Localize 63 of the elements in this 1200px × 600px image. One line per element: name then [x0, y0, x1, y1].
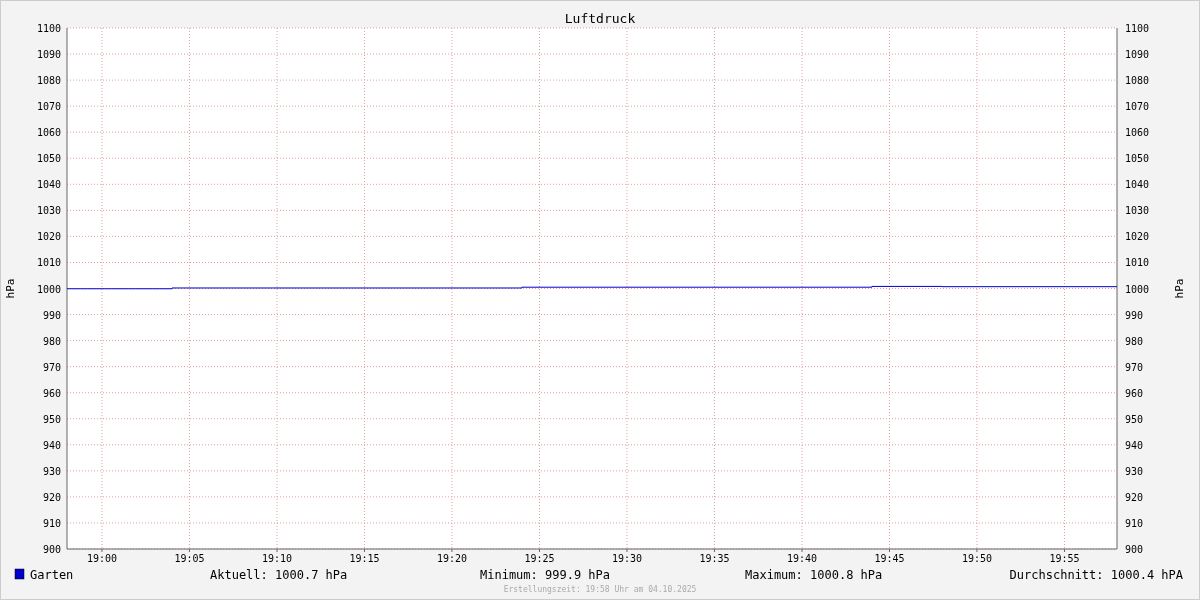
x-tick-label: 19:00: [86, 553, 118, 564]
x-tick-label: 19:35: [699, 553, 730, 564]
y-axis-title: hPa: [4, 278, 17, 299]
y-tick-label: 980: [42, 335, 61, 347]
chart-title: Luftdruck: [564, 11, 636, 26]
y2-tick-label: 1060: [1125, 127, 1150, 139]
y2-tick-label: 980: [1125, 335, 1144, 347]
y-tick-label: 1030: [36, 205, 61, 217]
y2-axis-title: hPa: [1173, 278, 1186, 299]
y2-tick-label: 960: [1125, 387, 1144, 399]
y2-tick-label: 1050: [1125, 153, 1150, 165]
y2-tick-label: 950: [1125, 413, 1144, 425]
y2-tick-label: 920: [1125, 491, 1144, 503]
y-tick-label: 1070: [36, 101, 61, 113]
y2-tick-label: 900: [1125, 544, 1144, 555]
x-tick-label: 19:20: [436, 553, 467, 564]
y-tick-label: 1040: [36, 179, 61, 191]
x-tick-label: 19:25: [524, 553, 555, 564]
y-tick-label: 930: [42, 465, 61, 477]
y2-tick-label: 1010: [1125, 257, 1150, 269]
y2-tick-label: 1040: [1125, 179, 1150, 191]
y-tick-label: 1020: [36, 231, 61, 243]
y2-tick-label: 1100: [1125, 23, 1150, 34]
y-tick-label: 900: [42, 544, 61, 555]
y2-tick-label: 910: [1125, 517, 1144, 529]
y2-tick-label: 1020: [1125, 231, 1150, 243]
y-tick-label: 920: [42, 491, 61, 503]
y2-tick-label: 940: [1125, 439, 1144, 451]
x-tick-label: 19:50: [961, 553, 992, 564]
y2-tick-label: 990: [1125, 309, 1144, 321]
x-tick-label: 19:10: [261, 553, 293, 564]
y-tick-label: 1010: [36, 257, 61, 269]
x-tick-label: 19:45: [874, 553, 905, 564]
y-tick-label: 950: [42, 413, 61, 425]
y-tick-label: 1080: [36, 75, 61, 87]
y-tick-label: 1000: [36, 283, 61, 295]
y2-tick-label: 970: [1125, 361, 1144, 373]
text: Erstellungszeit: 19:58 Uhr am 04.10.2025: [503, 585, 697, 594]
y2-tick-label: 1000: [1125, 283, 1150, 295]
text: Aktuell: 1000.7 hPa: [210, 568, 348, 582]
y-tick-label: 970: [42, 361, 61, 373]
legend-label: Garten: [30, 568, 74, 582]
y2-tick-label: 1030: [1125, 205, 1150, 217]
x-tick-label: 19:55: [1049, 553, 1080, 564]
y-tick-label: 1100: [36, 23, 61, 34]
y2-tick-label: 1070: [1125, 101, 1150, 113]
x-tick-label: 19:40: [786, 553, 818, 564]
y-tick-label: 940: [42, 439, 61, 451]
y2-tick-label: 1080: [1125, 75, 1150, 87]
y-tick-label: 990: [42, 309, 61, 321]
y-tick-label: 1090: [36, 49, 61, 61]
y-tick-label: 1060: [36, 127, 61, 139]
text: Maximum: 1000.8 hPa: [745, 568, 883, 582]
y-tick-label: 960: [42, 387, 61, 399]
y2-tick-label: 1090: [1125, 49, 1150, 61]
y-tick-label: 1050: [36, 153, 61, 165]
text: Durchschnitt: 1000.4 hPA: [1009, 568, 1184, 582]
x-tick-label: 19:05: [174, 553, 205, 564]
y2-tick-label: 930: [1125, 465, 1144, 477]
y-tick-label: 910: [42, 517, 61, 529]
x-tick-label: 19:30: [611, 553, 643, 564]
text: Minimum: 999.9 hPa: [480, 568, 611, 582]
x-tick-label: 19:15: [349, 553, 380, 564]
